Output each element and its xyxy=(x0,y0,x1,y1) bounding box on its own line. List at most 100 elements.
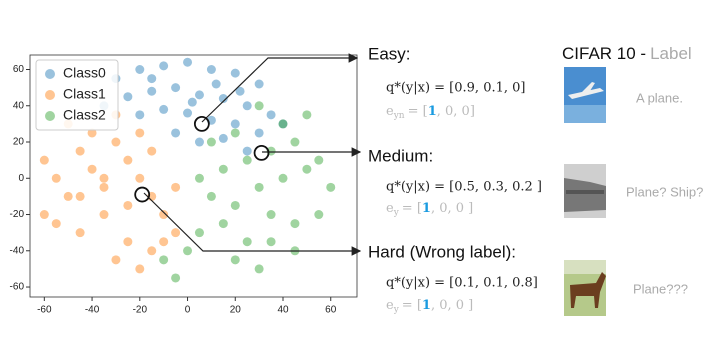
point xyxy=(302,110,312,120)
point xyxy=(211,79,221,89)
point xyxy=(266,210,276,220)
image-caption: Plane? Ship? xyxy=(626,184,703,199)
point xyxy=(123,92,133,102)
e-eq: = [ xyxy=(408,104,428,119)
point xyxy=(39,210,49,220)
point xyxy=(159,61,169,71)
highlight xyxy=(193,115,210,132)
point xyxy=(75,191,85,201)
point xyxy=(242,155,252,165)
point xyxy=(242,237,252,247)
y-tick-label: 20 xyxy=(13,137,25,148)
point xyxy=(159,237,169,247)
annotation-head: Easy: xyxy=(368,44,411,63)
image-plane xyxy=(564,67,606,123)
point xyxy=(218,219,228,229)
legend-marker xyxy=(45,69,55,79)
point xyxy=(290,137,300,147)
point xyxy=(230,128,240,138)
connector xyxy=(201,53,359,123)
annotation-e: ey = [1, 0, 0 ] xyxy=(386,201,473,218)
point xyxy=(135,264,145,274)
point xyxy=(183,108,193,118)
point xyxy=(171,128,181,138)
point xyxy=(218,94,228,104)
e-sub: y xyxy=(393,208,400,218)
point xyxy=(135,128,145,138)
point xyxy=(235,86,245,96)
image-caption: Plane??? xyxy=(633,281,688,296)
y-tick-label: -20 xyxy=(10,209,25,220)
x-tick-label: 60 xyxy=(325,305,337,316)
point xyxy=(278,119,288,129)
point xyxy=(111,137,121,147)
annotation-q: q*(y|x) = [0.1, 0.1, 0.8] xyxy=(386,276,538,291)
panel-title: CIFAR 10 - Label xyxy=(562,44,692,63)
point xyxy=(254,101,264,111)
point xyxy=(147,146,157,156)
point xyxy=(230,255,240,265)
point xyxy=(39,155,49,165)
annotation-e: ey = [1, 0, 0 ] xyxy=(386,298,473,315)
point xyxy=(230,200,240,210)
point xyxy=(266,237,276,247)
x-tick-label: -60 xyxy=(37,305,52,316)
point xyxy=(51,219,61,229)
connector xyxy=(143,192,362,256)
e-rest: , 0, 0 ] xyxy=(431,201,473,216)
legend-label: Class2 xyxy=(63,107,106,123)
e: e xyxy=(386,104,394,119)
point xyxy=(194,228,204,238)
legend-label: Class1 xyxy=(63,86,106,102)
point xyxy=(111,255,121,265)
y-tick-label: 60 xyxy=(13,64,25,75)
point xyxy=(194,173,204,183)
legend-marker xyxy=(45,90,55,100)
point xyxy=(99,182,109,192)
point xyxy=(194,137,204,147)
highlight xyxy=(253,144,270,161)
title: CIFAR 10 - xyxy=(562,44,646,63)
e-hot: 1 xyxy=(422,201,431,216)
point xyxy=(123,155,133,165)
point xyxy=(75,228,85,238)
e: e xyxy=(386,298,394,313)
point xyxy=(278,173,288,183)
point xyxy=(254,182,264,192)
y-tick-label: 0 xyxy=(18,173,24,184)
point xyxy=(218,164,228,174)
point xyxy=(75,146,85,156)
x-tick-label: 0 xyxy=(185,305,191,316)
point xyxy=(183,246,193,256)
annotation-q: q*(y|x) = [0.5, 0.3, 0.2 ] xyxy=(386,180,542,195)
x-tick-label: -20 xyxy=(133,305,148,316)
e-rest: , 0, 0] xyxy=(437,104,475,119)
x-tick-label: 20 xyxy=(230,305,242,316)
point xyxy=(314,155,324,165)
point xyxy=(230,68,240,78)
e-sub: yn xyxy=(393,111,405,121)
annotation-head: Medium: xyxy=(368,146,433,165)
legend-box xyxy=(35,59,119,131)
point xyxy=(99,173,109,183)
point xyxy=(218,133,228,143)
point xyxy=(230,119,240,129)
point xyxy=(159,255,169,265)
point xyxy=(278,119,288,129)
point xyxy=(254,79,264,89)
y-tick-label: 40 xyxy=(13,100,25,111)
point xyxy=(135,173,145,183)
point xyxy=(206,191,216,201)
e-eq: = [ xyxy=(402,201,422,216)
plot-frame xyxy=(29,54,358,298)
annotation-q: q*(y|x) = [0.9, 0.1, 0] xyxy=(386,81,525,96)
point xyxy=(302,164,312,174)
e: e xyxy=(386,201,394,216)
point xyxy=(326,182,336,192)
point xyxy=(206,65,216,75)
point xyxy=(147,74,157,84)
point xyxy=(159,104,169,114)
x-tick-label: -40 xyxy=(85,305,100,316)
point xyxy=(87,164,97,174)
e-sub: y xyxy=(393,305,400,315)
